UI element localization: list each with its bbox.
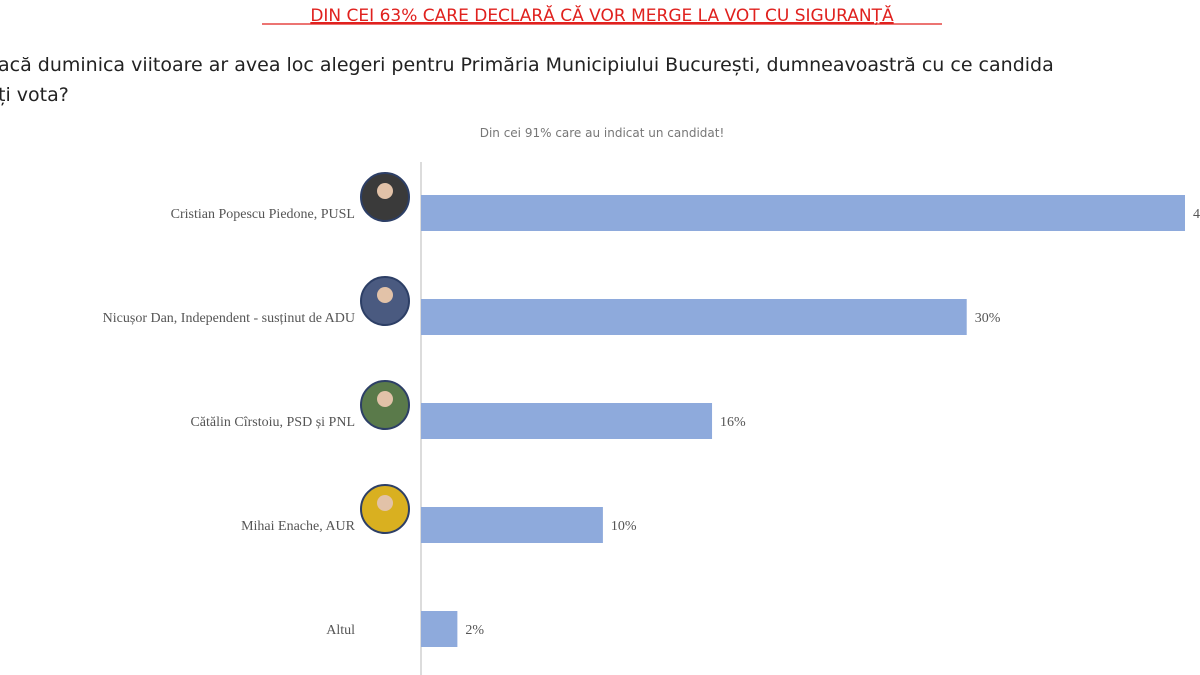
avatar-face [377, 183, 393, 199]
avatar-face [377, 495, 393, 511]
category-label: Cristian Popescu Piedone, PUSL [171, 207, 355, 222]
chart-subtitle: Din cei 91% care au indicat un candidat! [480, 126, 725, 140]
avatar-face [377, 391, 393, 407]
category-label: Altul [326, 623, 355, 638]
category-label: Mihai Enache, AUR [241, 519, 356, 534]
header: DIN CEI 63% CARE DECLARĂ CĂ VOR MERGE LA… [310, 4, 894, 26]
bar [421, 195, 1185, 231]
bar [421, 507, 603, 543]
value-label: 16% [720, 415, 746, 430]
bar [421, 299, 967, 335]
value-label: 42% [1193, 207, 1200, 222]
bar [421, 403, 713, 439]
value-label: 10% [611, 519, 637, 534]
bar [421, 611, 458, 647]
value-label: 30% [975, 311, 1001, 326]
value-label: 2% [465, 623, 484, 638]
category-label: Cătălin Cîrstoiu, PSD și PNL [190, 415, 355, 430]
category-label: Nicușor Dan, Independent - susținut de A… [103, 311, 355, 326]
question-line: ți vota? [0, 84, 69, 106]
avatar-face [377, 287, 393, 303]
question-line: acă duminica viitoare ar avea loc aleger… [0, 54, 1054, 76]
